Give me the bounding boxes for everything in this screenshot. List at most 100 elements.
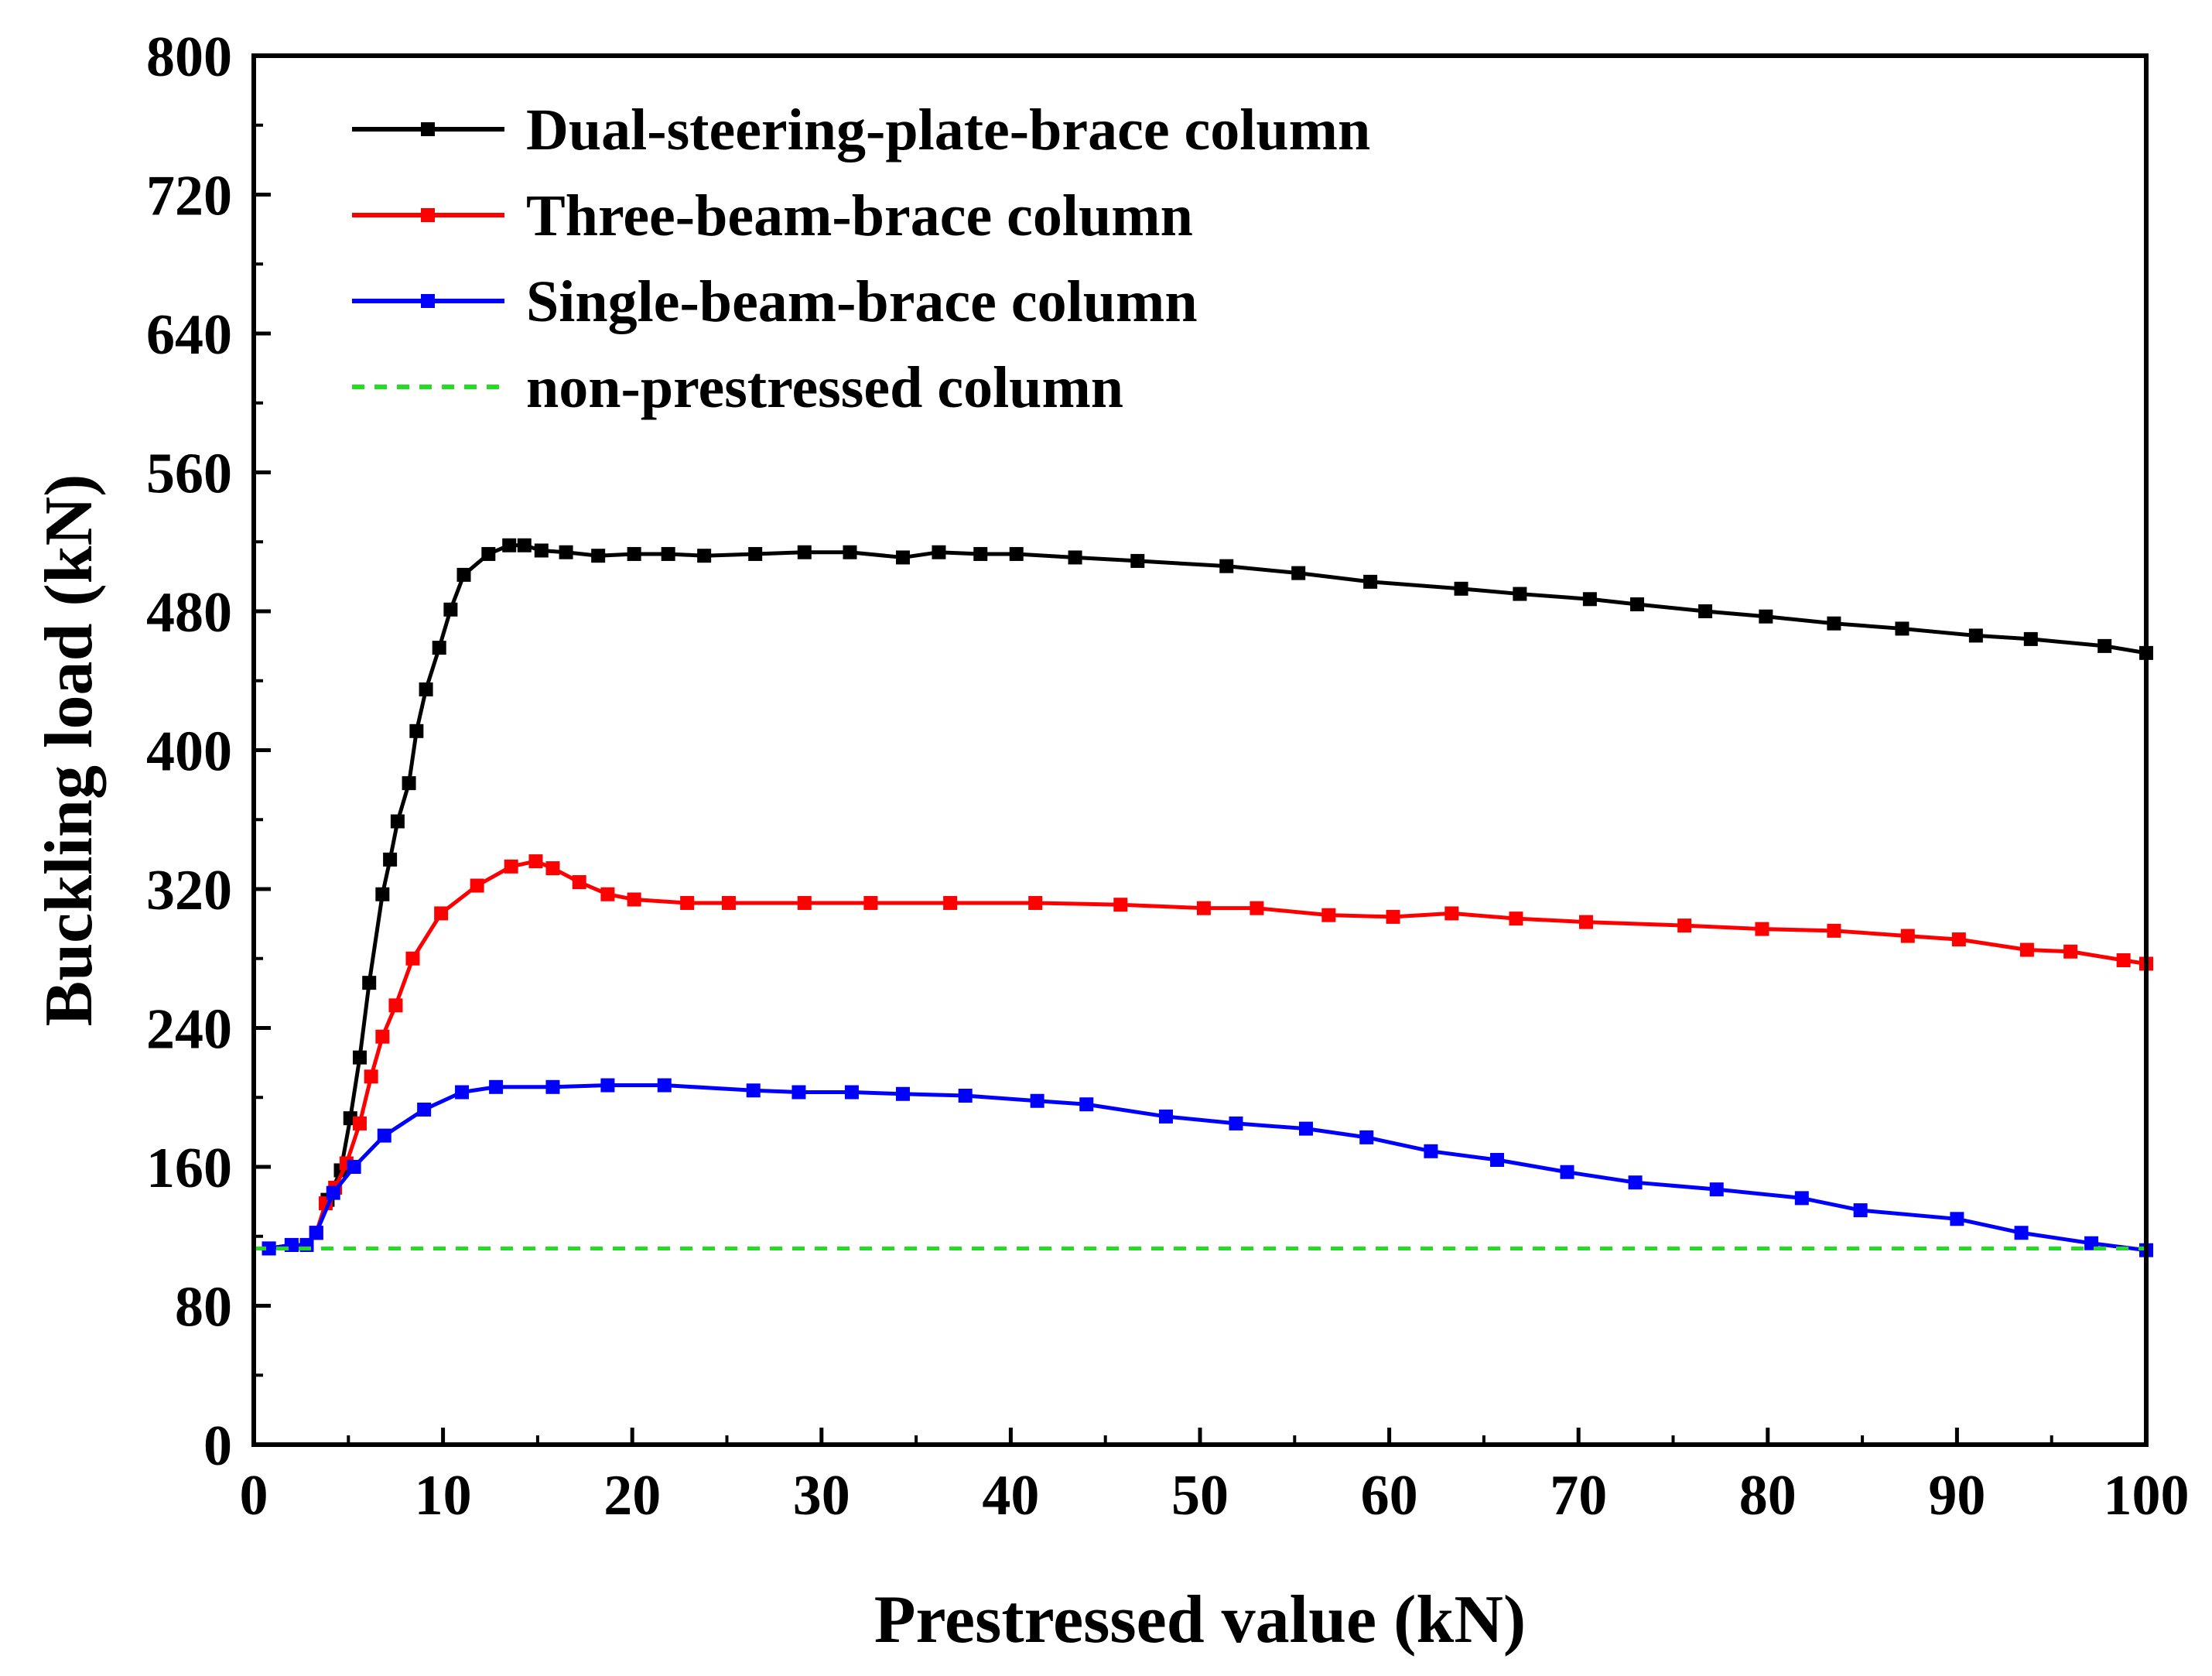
data-point: [1130, 553, 1145, 568]
data-point: [489, 1079, 504, 1094]
legend-marker: [421, 122, 435, 136]
data-point: [791, 1085, 806, 1100]
data-point: [1513, 587, 1527, 601]
data-point: [600, 1078, 615, 1093]
data-point: [797, 545, 812, 559]
data-point: [1196, 901, 1211, 915]
data-point: [1900, 929, 1915, 943]
data-point: [863, 895, 878, 910]
data-point: [844, 1085, 859, 1100]
data-point: [1827, 616, 1841, 631]
data-point: [1158, 1109, 1173, 1124]
data-point: [1794, 1191, 1809, 1206]
y-tick-label: 720: [146, 165, 232, 228]
data-point: [600, 887, 615, 901]
data-point: [1009, 546, 1024, 561]
data-point: [895, 550, 910, 565]
data-point: [2023, 631, 2038, 646]
data-point: [2116, 953, 2131, 967]
data-point: [326, 1185, 340, 1200]
data-point: [434, 906, 449, 921]
data-point: [1444, 906, 1459, 921]
data-point: [1424, 1144, 1438, 1158]
y-tick-label: 560: [146, 443, 232, 506]
data-point: [843, 545, 857, 559]
data-point: [352, 1050, 367, 1065]
data-point: [1030, 1093, 1044, 1108]
data-point: [456, 567, 471, 582]
data-point: [591, 549, 606, 563]
data-point: [1968, 628, 1983, 643]
data-point: [1490, 1153, 1505, 1168]
data-point: [1454, 581, 1468, 596]
legend-label: Single-beam-brace column: [526, 269, 1198, 334]
data-point: [1698, 604, 1713, 618]
data-point: [1291, 566, 1306, 580]
data-point: [958, 1089, 973, 1103]
data-point: [347, 1160, 361, 1174]
data-point: [534, 543, 549, 558]
data-point: [364, 1069, 378, 1084]
x-tick-label: 70: [1550, 1464, 1607, 1527]
y-tick-label: 320: [146, 859, 232, 922]
data-point: [627, 546, 641, 561]
x-tick-label: 50: [1171, 1464, 1229, 1527]
data-point: [1578, 915, 1593, 929]
y-tick-label: 640: [146, 303, 232, 367]
legend-label: non-prestressed column: [526, 355, 1123, 420]
data-point: [1951, 932, 1966, 947]
x-tick-label: 40: [982, 1464, 1039, 1527]
x-tick-label: 10: [415, 1464, 472, 1527]
data-point: [973, 546, 988, 561]
data-point: [2019, 942, 2034, 957]
data-point: [1298, 1121, 1313, 1136]
data-point: [1582, 592, 1597, 607]
data-point: [390, 814, 405, 829]
data-point: [1321, 908, 1336, 922]
x-tick-label: 20: [603, 1464, 661, 1527]
data-point: [1560, 1165, 1574, 1179]
y-axis-title: Buckling load (kN): [32, 474, 107, 1027]
data-point: [443, 602, 458, 617]
data-point: [1827, 923, 1841, 938]
data-point: [1363, 574, 1378, 589]
data-point: [504, 859, 518, 874]
x-tick-label: 60: [1361, 1464, 1418, 1527]
data-point: [2014, 1226, 2029, 1240]
data-point: [797, 895, 812, 910]
data-point: [262, 1241, 276, 1256]
x-tick-label: 80: [1739, 1464, 1797, 1527]
data-point: [502, 538, 517, 552]
data-point: [661, 546, 675, 561]
data-point: [1853, 1203, 1868, 1218]
data-point: [627, 892, 641, 907]
data-point: [455, 1085, 470, 1100]
data-point: [1386, 909, 1400, 924]
y-tick-label: 800: [146, 26, 232, 89]
data-point: [943, 895, 958, 910]
data-point: [309, 1226, 323, 1240]
y-tick-label: 480: [146, 581, 232, 645]
data-point: [895, 1086, 910, 1101]
data-point: [388, 998, 403, 1013]
data-point: [1709, 1182, 1724, 1197]
data-point: [528, 854, 543, 869]
y-tick-label: 400: [146, 720, 232, 784]
x-tick-label: 100: [2104, 1464, 2190, 1527]
x-tick-label: 30: [793, 1464, 850, 1527]
data-point: [481, 546, 496, 561]
data-point: [362, 976, 377, 990]
data-point: [545, 1079, 560, 1094]
data-point: [1219, 559, 1234, 573]
data-point: [383, 852, 398, 867]
data-point: [1759, 609, 1773, 624]
data-point: [1229, 1116, 1243, 1130]
data-point: [1028, 895, 1043, 910]
data-point: [375, 1029, 390, 1044]
series-layer: [254, 538, 2153, 1257]
y-tick-label: 240: [146, 998, 232, 1062]
y-tick-label: 0: [203, 1414, 232, 1478]
data-point: [432, 641, 446, 655]
